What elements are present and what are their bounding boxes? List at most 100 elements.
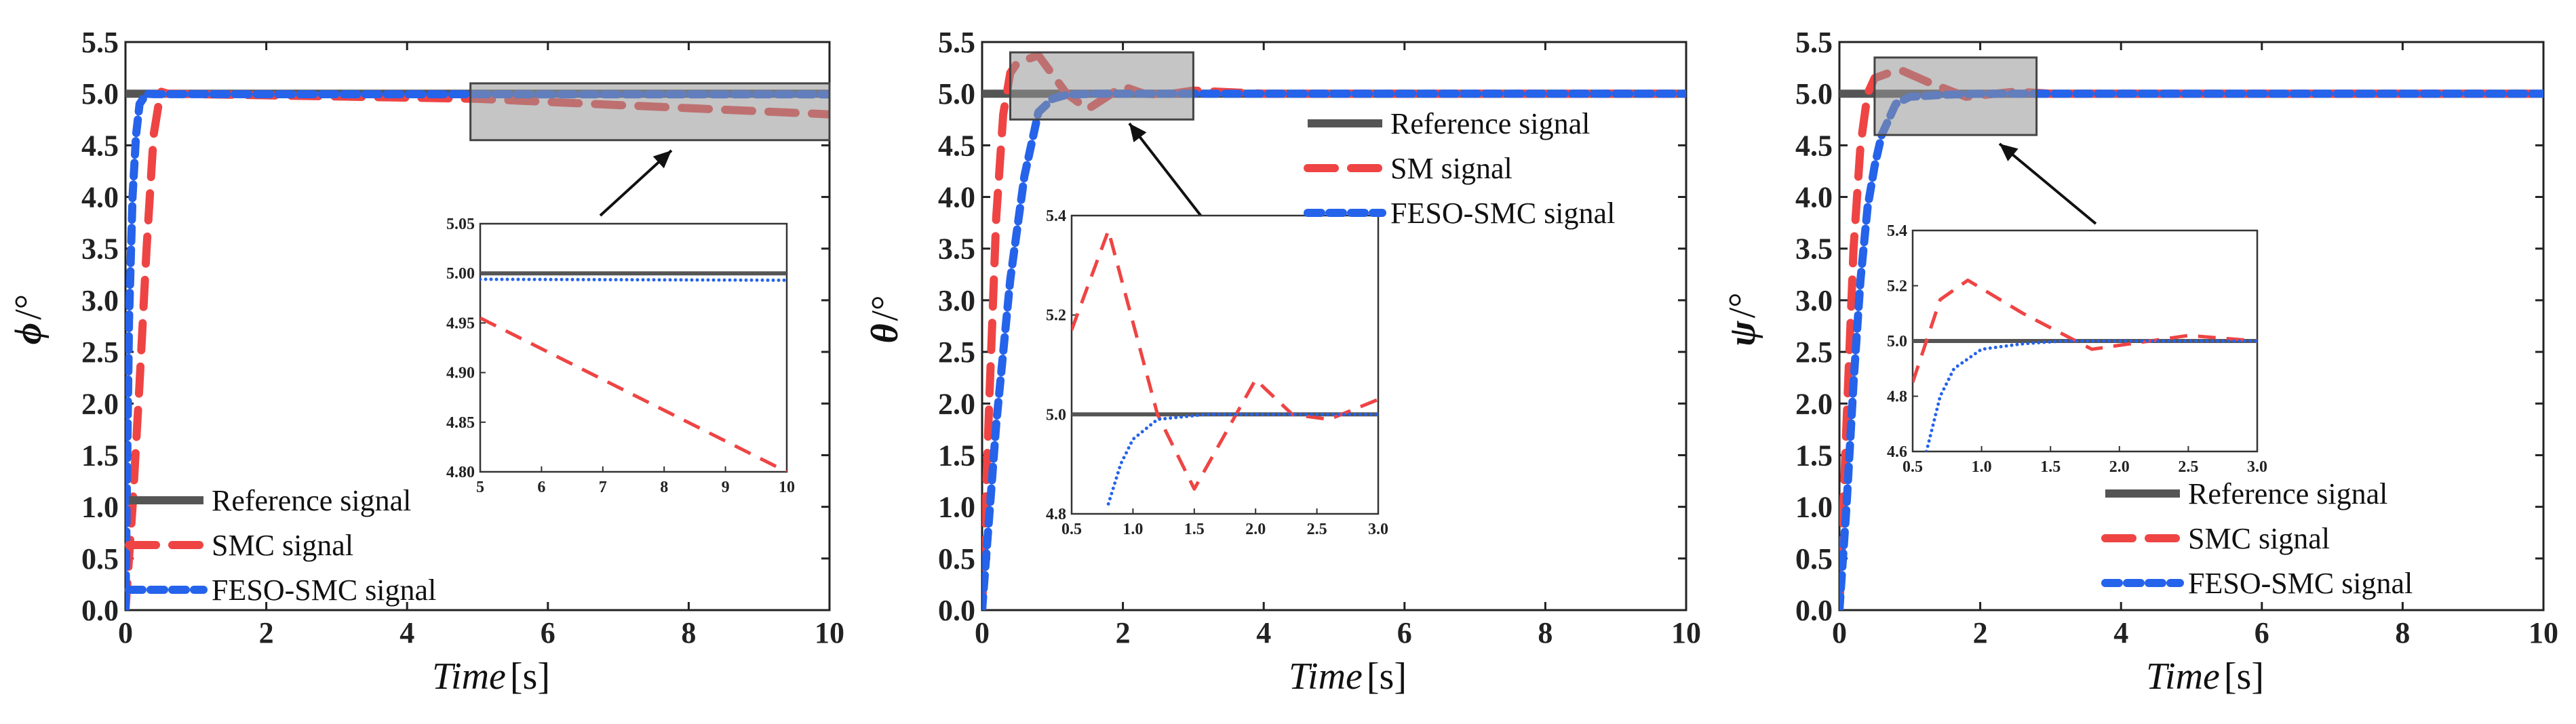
x-tick-label: 2 <box>259 616 274 649</box>
legend: Reference signal SM signal FESO-SMC signal <box>1304 107 1615 230</box>
y-tick-label: 2.5 <box>81 336 119 369</box>
inset-x-tick-label: 8 <box>660 479 668 496</box>
legend-label: Reference signal <box>2188 477 2387 510</box>
x-tick-label: 0 <box>975 616 990 649</box>
inset-x-tick-label: 7 <box>599 479 607 496</box>
y-tick-label: 2.0 <box>938 387 975 420</box>
y-tick-label: 5.0 <box>81 77 119 110</box>
zoom-box <box>469 82 831 142</box>
y-tick-label: 0.5 <box>81 542 119 576</box>
legend-label: Reference signal <box>1390 107 1590 140</box>
y-tick-label: 5.0 <box>1795 77 1833 110</box>
y-tick-label: 4.0 <box>938 181 975 214</box>
y-tick-label: 3.0 <box>81 284 119 317</box>
y-tick-label: 0.0 <box>1795 594 1833 627</box>
y-tick-label: 2.5 <box>938 336 975 369</box>
y-tick-label: 4.5 <box>938 129 975 162</box>
x-tick-label: 10 <box>1671 616 1701 649</box>
y-tick-label: 3.0 <box>1795 284 1833 317</box>
legend: Reference signal SMC signal FESO-SMC signa… <box>2101 477 2413 600</box>
y-tick-label: 2.0 <box>1795 387 1833 420</box>
y-tick-label: 4.0 <box>1795 181 1833 214</box>
series-line-feso-smc-signal <box>125 89 830 610</box>
x-tick-label: 4 <box>2113 616 2128 649</box>
inset-x-tick-label: 2.0 <box>2109 458 2130 476</box>
legend-label: SM signal <box>1390 152 1513 185</box>
y-tick-label: 1.5 <box>938 439 975 472</box>
inset-y-tick-label: 4.8 <box>1887 388 1907 406</box>
inset-y-tick-label: 4.8 <box>1046 506 1066 523</box>
inset-chart: 4.8 5.0 5.2 5.4 0.5 1.0 1.5 2.0 2.5 3.0 <box>1046 207 1388 538</box>
inset-x-tick-label: 2.0 <box>1245 521 1266 538</box>
legend: Reference signal SMC signal FESO-SMC signa… <box>125 484 436 607</box>
y-axis-title: ψ/° <box>1721 292 1763 346</box>
zoom-arrow <box>1128 122 1205 221</box>
y-axis-title: θ/° <box>864 295 906 343</box>
inset-y-tick-label: 5.4 <box>1887 222 1907 240</box>
y-tick-label: 3.5 <box>1795 233 1833 266</box>
inset-x-tick-label: 0.5 <box>1902 458 1923 476</box>
y-tick-label: 1.5 <box>81 439 119 472</box>
x-tick-label: 10 <box>2529 616 2558 649</box>
x-tick-label: 10 <box>815 616 844 649</box>
inset-x-tick-label: 5 <box>476 479 484 496</box>
inset-x-tick-label: 3.0 <box>1368 521 1388 538</box>
y-tick-label: 0.0 <box>938 594 975 627</box>
zoom-arrow-head <box>1129 123 1147 142</box>
y-tick-label: 2.5 <box>1795 336 1833 369</box>
x-tick-label: 0 <box>1832 616 1847 649</box>
x-axis-title: Time [s] <box>2146 656 2264 698</box>
inset-y-tick-label: 4.85 <box>446 414 475 432</box>
inset-x-tick-label: 1.5 <box>2040 458 2061 476</box>
inset-series-smc-signal <box>1913 278 2257 383</box>
inset-y-tick-label: 4.90 <box>446 365 475 382</box>
y-tick-label: 5.5 <box>1795 26 1833 59</box>
y-tick-label: 4.0 <box>81 181 119 214</box>
inset-series-smc-signal <box>480 316 787 472</box>
zoom-arrow-head <box>1999 144 2018 161</box>
inset-series-feso-smc-signal <box>480 277 787 282</box>
x-tick-label: 6 <box>2255 616 2269 649</box>
inset-x-tick-label: 6 <box>537 479 545 496</box>
x-tick-label: 2 <box>1973 616 1988 649</box>
chart-panel-1: 0.0 0.5 1.0 1.5 2.0 2.5 3.0 3.5 4.0 4.5 5.0 5.5 0 2 4 6… <box>7 26 844 698</box>
inset-x-tick-label: 2.5 <box>2178 458 2198 476</box>
y-tick-label: 5.5 <box>938 26 975 59</box>
legend-label: SMC signal <box>212 529 353 562</box>
inset-x-tick-label: 1.0 <box>1972 458 1992 476</box>
inset-x-tick-label: 3.0 <box>2247 458 2267 476</box>
inset-series-feso-smc-signal <box>1924 339 2257 451</box>
inset-series-sm-signal <box>1072 228 1378 491</box>
inset-x-tick-label: 10 <box>779 479 795 496</box>
inset-x-tick-label: 9 <box>722 479 730 496</box>
inset-y-tick-label: 5.0 <box>1887 333 1907 350</box>
legend-label: SMC signal <box>2188 522 2330 555</box>
zoom-box <box>1873 56 2038 136</box>
y-tick-label: 3.5 <box>81 233 119 266</box>
y-tick-label: 0.5 <box>938 542 975 576</box>
y-tick-label: 2.0 <box>81 387 119 420</box>
x-tick-label: 6 <box>541 616 555 649</box>
inset-y-tick-label: 5.0 <box>1046 406 1066 424</box>
inset-frame <box>479 222 788 473</box>
legend-label: FESO-SMC signal <box>1390 197 1615 230</box>
legend-label: FESO-SMC signal <box>2188 567 2413 600</box>
y-tick-label: 0.5 <box>1795 542 1833 576</box>
y-tick-label: 0.0 <box>81 594 119 627</box>
inset-y-tick-label: 5.2 <box>1046 307 1066 325</box>
inset-y-tick-label: 4.6 <box>1887 443 1907 461</box>
x-tick-label: 0 <box>118 616 133 649</box>
chart-panel-3: 0.0 0.5 1.0 1.5 2.0 2.5 3.0 3.5 4.0 4.5 5.0 5.5 0 2 4 6… <box>1721 26 2558 698</box>
inset-chart: 4.6 4.8 5.0 5.2 5.4 0.5 1.0 1.5 2.0 2.5 3.0 <box>1887 222 2267 476</box>
x-axis-title: Time [s] <box>432 656 550 698</box>
inset-x-tick-label: 2.5 <box>1307 521 1327 538</box>
y-tick-label: 3.0 <box>938 284 975 317</box>
inset-y-tick-label: 5.4 <box>1046 207 1066 225</box>
y-tick-label: 1.5 <box>1795 439 1833 472</box>
y-axis-title: ϕ/° <box>7 294 50 344</box>
inset-y-tick-label: 4.80 <box>446 464 475 481</box>
x-tick-label: 8 <box>681 616 696 649</box>
y-tick-label: 5.0 <box>938 77 975 110</box>
inset-frame <box>1070 214 1380 515</box>
inset-y-tick-label: 5.05 <box>446 216 475 233</box>
